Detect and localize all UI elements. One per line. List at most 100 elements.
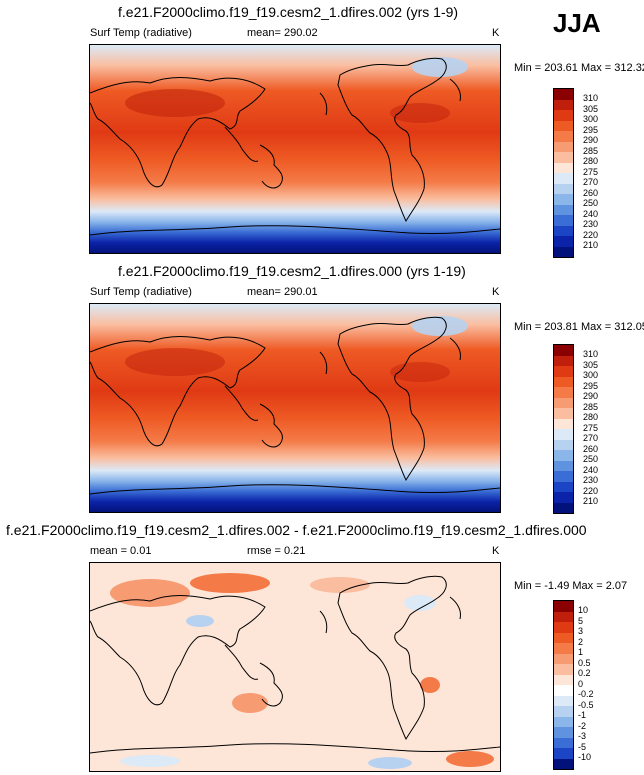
- panel1-colorbar-swatch: [554, 152, 573, 163]
- panel1-colorbar-swatch: [554, 215, 573, 226]
- panel1-colorbar-label: 300: [583, 114, 599, 124]
- panel3-title: f.e21.F2000climo.f19_f19.cesm2_1.dfires.…: [6, 522, 587, 538]
- panel3-colorbar-label: 10: [578, 605, 589, 615]
- panel2-colorbar-label: 260: [583, 443, 599, 454]
- panel1-colorbar-label: 240: [583, 208, 599, 219]
- panel2-colorbar-swatch: [554, 376, 573, 387]
- panel2-colorbar-swatch: [554, 387, 573, 398]
- panel1-colorbar-swatch: [554, 246, 573, 257]
- panel1-map: [89, 44, 501, 254]
- panel3-colorbar-label: 5: [578, 615, 584, 626]
- panel1-colorbar-label: 295: [583, 124, 599, 135]
- panel3-colorbar-label: -1: [578, 710, 587, 720]
- panel3-colorbar-label: -10: [578, 752, 592, 762]
- panel2-colorbar-label: 285: [583, 401, 599, 412]
- panel1-variable-label: Surf Temp (radiative): [90, 27, 192, 39]
- panel1-colorbar: [553, 88, 574, 258]
- panel2-colorbar-swatch: [554, 450, 573, 461]
- panel2-colorbar-label: 275: [583, 422, 599, 433]
- panel3-units: K: [492, 545, 500, 557]
- panel1-colorbar-swatch: [554, 236, 573, 247]
- panel1-mean-label: mean= 290.02: [247, 27, 318, 39]
- panel3-rmse-label: rmse = 0.21: [247, 545, 306, 557]
- panel2-colorbar-label: 270: [583, 433, 599, 443]
- panel3-colorbar-swatch: [554, 643, 573, 654]
- panel1-colorbar-swatch: [554, 225, 573, 236]
- panel3-colorbar-label: 0: [578, 678, 584, 689]
- panel1-colorbar-swatch: [554, 204, 573, 215]
- panel2-colorbar-swatch: [554, 502, 573, 513]
- panel1-colorbar-label: 290: [583, 135, 599, 145]
- panel1-colorbar-label: 285: [583, 145, 599, 156]
- panel1-colorbar-swatch: [554, 173, 573, 184]
- panel1-colorbar-swatch: [554, 120, 573, 131]
- panel3-colorbar-swatch: [554, 737, 573, 748]
- panel3-colorbar-swatch: [554, 601, 573, 612]
- season-label: JJA: [553, 8, 601, 38]
- panel3-colorbar-swatch: [554, 716, 573, 727]
- panel3-colorbar-label: 2: [578, 636, 584, 647]
- panel1-colorbar-swatch: [554, 131, 573, 142]
- panel2-colorbar-swatch: [554, 429, 573, 440]
- panel3-colorbar-label: -5: [578, 741, 587, 752]
- panel3-minmax: Min = -1.49 Max = 2.07: [514, 580, 628, 592]
- panel1-title: f.e21.F2000climo.f19_f19.cesm2_1.dfires.…: [118, 4, 459, 20]
- panel2-colorbar-label: 280: [583, 412, 599, 422]
- panel2-colorbar-label: 240: [583, 464, 599, 475]
- panel3-colorbar-swatch: [554, 748, 573, 759]
- panel3-colorbar-label: -2: [578, 720, 587, 731]
- panel3-colorbar-label: 0.2: [578, 668, 591, 678]
- panel3-colorbar: [553, 600, 574, 770]
- panel1-colorbar-label: 210: [583, 240, 599, 250]
- panel2-minmax: Min = 203.81 Max = 312.05: [514, 321, 644, 333]
- panel3-colorbar-swatch: [554, 622, 573, 633]
- panel3-mean-label: mean = 0.01: [90, 545, 152, 557]
- panel2-colorbar-label: 220: [583, 485, 599, 496]
- panel1-colorbar-label: 280: [583, 156, 599, 166]
- panel2-colorbar-swatch: [554, 366, 573, 377]
- panel1-colorbar-swatch: [554, 194, 573, 205]
- panel3-colorbar-swatch: [554, 653, 573, 664]
- panel1-colorbar-label: 220: [583, 229, 599, 240]
- panel3-colorbar-swatch: [554, 611, 573, 622]
- panel1-colorbar-label: 310: [583, 93, 599, 103]
- panel3-colorbar-swatch: [554, 664, 573, 675]
- panel2-variable-label: Surf Temp (radiative): [90, 286, 192, 298]
- panel1-colorbar-swatch: [554, 99, 573, 110]
- panel2-colorbar-label: 295: [583, 380, 599, 391]
- panel2-colorbar-swatch: [554, 418, 573, 429]
- panel2-colorbar-label: 210: [583, 496, 599, 506]
- panel2-colorbar-swatch: [554, 460, 573, 471]
- panel2-colorbar: [553, 344, 574, 514]
- panel1-colorbar-swatch: [554, 141, 573, 152]
- panel1-minmax: Min = 203.61 Max = 312.32: [514, 62, 644, 74]
- panel1-colorbar-swatch: [554, 162, 573, 173]
- panel2-colorbar-swatch: [554, 355, 573, 366]
- panel3-colorbar-swatch: [554, 727, 573, 738]
- panel3-colorbar-swatch: [554, 632, 573, 643]
- panel1-colorbar-label: 230: [583, 219, 599, 229]
- panel3-colorbar-swatch: [554, 695, 573, 706]
- panel3-colorbar-swatch: [554, 758, 573, 769]
- panel2-colorbar-swatch: [554, 471, 573, 482]
- panel3-colorbar-label: 3: [578, 626, 584, 636]
- panel1-colorbar-swatch: [554, 183, 573, 194]
- panel3-colorbar-swatch: [554, 706, 573, 717]
- panel2-colorbar-label: 305: [583, 359, 599, 370]
- panel1-colorbar-swatch: [554, 89, 573, 100]
- panel1-colorbar-label: 270: [583, 177, 599, 187]
- panel2-colorbar-label: 250: [583, 454, 599, 464]
- panel2-colorbar-label: 230: [583, 475, 599, 485]
- panel3-colorbar-swatch: [554, 674, 573, 685]
- panel2-colorbar-swatch: [554, 397, 573, 408]
- panel3-colorbar-swatch: [554, 685, 573, 696]
- panel1-colorbar-label: 275: [583, 166, 599, 177]
- panel1-colorbar-label: 260: [583, 187, 599, 198]
- panel1-colorbar-label: 250: [583, 198, 599, 208]
- panel2-colorbar-swatch: [554, 481, 573, 492]
- panel2-mean-label: mean= 290.01: [247, 286, 318, 298]
- panel1-colorbar-label: 305: [583, 103, 599, 114]
- panel3-colorbar-label: -0.2: [578, 689, 594, 699]
- panel3-colorbar-label: -0.5: [578, 699, 594, 710]
- panel2-colorbar-swatch: [554, 408, 573, 419]
